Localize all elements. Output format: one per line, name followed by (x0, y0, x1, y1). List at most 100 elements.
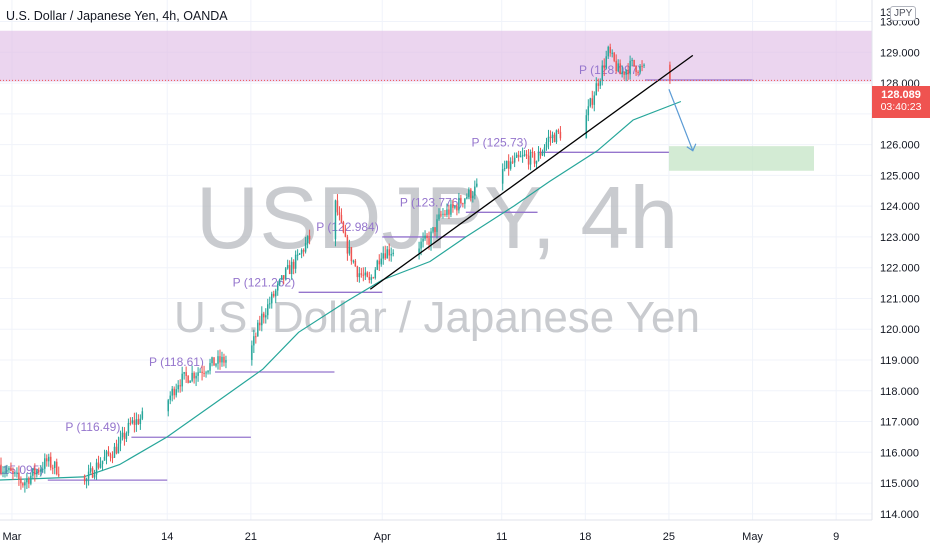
candle-body (513, 157, 516, 163)
candle-body (42, 468, 44, 470)
price-tick-label: 120.000 (880, 324, 920, 336)
candle-body (267, 304, 269, 316)
candle-body (633, 59, 635, 66)
candle-body (119, 437, 122, 444)
candle-body (129, 422, 132, 424)
candle-body (40, 469, 42, 472)
candle-body (368, 276, 371, 280)
candle-body (55, 461, 58, 475)
candle-body (0, 464, 2, 474)
candle-body (93, 474, 96, 478)
candle-body (187, 376, 189, 383)
candle-body (591, 98, 594, 105)
candle-body (259, 322, 261, 326)
candle-body (304, 242, 307, 252)
chart-title: U.S. Dollar / Japanese Yen, 4h, OANDA (6, 9, 228, 23)
candle-body (340, 214, 343, 223)
time-tick-label: Mar (2, 531, 21, 543)
candle-body (370, 277, 373, 280)
candle-body (203, 372, 205, 374)
candle-body (631, 59, 633, 61)
candle-body (507, 160, 510, 169)
candle-body (195, 375, 197, 379)
candle-body (113, 446, 116, 458)
candle-body (121, 432, 124, 438)
candle-body (364, 272, 367, 276)
currency-badge[interactable]: JPY (890, 6, 917, 21)
candle-body (589, 98, 592, 107)
candle-body (284, 268, 287, 279)
price-tick-label: 117.000 (880, 417, 919, 429)
candle-body (474, 186, 476, 196)
candle-body (251, 345, 253, 361)
candle-body (549, 136, 552, 139)
candle-body (127, 422, 130, 434)
candle-body (621, 71, 623, 75)
candle-body (352, 260, 355, 262)
candle-body (599, 80, 601, 86)
candle-body (450, 204, 452, 215)
candle-body (48, 456, 50, 462)
candle-body (199, 371, 201, 373)
candle-body (505, 160, 508, 169)
time-tick-label: 11 (496, 531, 507, 543)
candle-body (617, 63, 619, 72)
candle-body (509, 161, 512, 169)
candle-body (292, 261, 295, 269)
candle-body (615, 60, 617, 72)
candle-body (593, 95, 596, 105)
price-tick-label: 114.000 (880, 509, 919, 521)
candle-body (105, 451, 108, 457)
candle-body (424, 235, 426, 239)
price-axis[interactable]: 114.000 115.000 116.000 117.000 118.000 119.0… (871, 0, 920, 521)
time-tick-label: May (742, 531, 763, 543)
candle-body (380, 258, 383, 265)
candle-body (4, 471, 6, 473)
candle-body (282, 275, 285, 279)
candle-body (354, 260, 357, 267)
candle-body (643, 64, 645, 66)
candle-body (346, 236, 349, 254)
price-tick-label: 13 (880, 7, 892, 19)
candle-body (22, 483, 24, 486)
candle-body (278, 279, 281, 284)
candle-body (123, 432, 126, 439)
candle-body (91, 468, 94, 478)
time-axis[interactable]: Mar 14 21 Apr 11 18 25 May 9 (0, 519, 872, 543)
candle-body (595, 83, 598, 96)
candle-body (541, 151, 544, 156)
candle-body (372, 277, 375, 279)
candle-body (519, 156, 522, 158)
price-tick-label: 119.000 (880, 355, 919, 367)
candle-body (517, 154, 520, 157)
candle-body (34, 468, 36, 475)
candle-body (183, 372, 185, 374)
candle-body (462, 203, 464, 205)
price-tick-label: 126.000 (880, 140, 920, 152)
candle-body (543, 147, 546, 152)
candle-body (426, 235, 428, 239)
candle-body (271, 293, 273, 304)
candle-body (137, 419, 140, 424)
candle-body (342, 222, 345, 233)
candle-body (625, 70, 627, 75)
candle-body (213, 357, 215, 366)
candle-body (135, 419, 138, 425)
candle-body (440, 214, 442, 216)
candle-body (418, 248, 420, 253)
price-tick-label: 123.000 (880, 232, 920, 244)
candle-body (209, 363, 211, 371)
candle-body (308, 235, 311, 240)
candle-body (529, 151, 532, 165)
trendline (369, 54, 694, 290)
candle-body (535, 160, 538, 164)
candle-body (476, 183, 478, 187)
candle-body (225, 360, 227, 363)
candle-body (362, 274, 365, 276)
candle-body (639, 65, 641, 73)
projection-arrow (668, 89, 694, 151)
candle-body (288, 265, 291, 275)
candle-body (280, 275, 283, 280)
candle-body (12, 470, 14, 473)
